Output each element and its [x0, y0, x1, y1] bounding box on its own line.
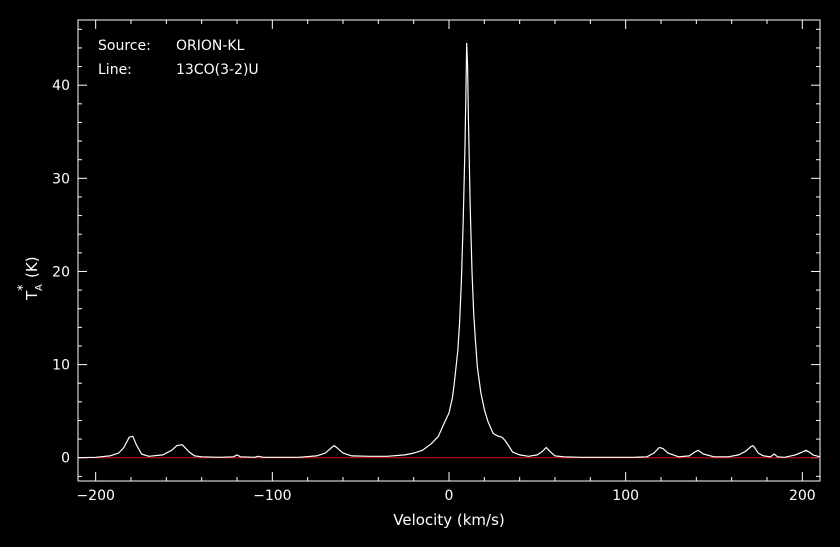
y-tick-label: 10 — [52, 358, 70, 374]
x-tick-label: −100 — [253, 488, 291, 504]
y-tick-labels: 0 10 20 30 40 — [52, 78, 70, 467]
y-tick-label: 20 — [52, 264, 70, 280]
x-axis-label: Velocity (km/s) — [393, 511, 504, 529]
y-axis-label-unit: (K) — [23, 256, 41, 278]
line-label: Line: — [98, 62, 132, 78]
line-value: 13CO(3-2)U — [176, 62, 259, 78]
x-tick-label: −200 — [76, 488, 114, 504]
x-tick-labels: −200 −100 0 100 200 — [76, 488, 815, 504]
y-tick-label: 0 — [61, 451, 70, 467]
source-label: Source: — [98, 38, 151, 54]
x-tick-label: 0 — [445, 488, 454, 504]
y-tick-label: 40 — [52, 78, 70, 94]
y-axis-label-superscript: * — [16, 284, 31, 291]
y-tick-label: 30 — [52, 171, 70, 187]
spectrum-line — [77, 42, 821, 459]
source-value: ORION-KL — [176, 38, 245, 54]
x-tick-label: 200 — [789, 488, 816, 504]
y-axis-label-main: T — [23, 290, 41, 301]
x-tick-label: 100 — [612, 488, 639, 504]
y-axis-label: T A * (K) — [16, 256, 45, 301]
y-axis-label-subscript: A — [34, 284, 45, 291]
